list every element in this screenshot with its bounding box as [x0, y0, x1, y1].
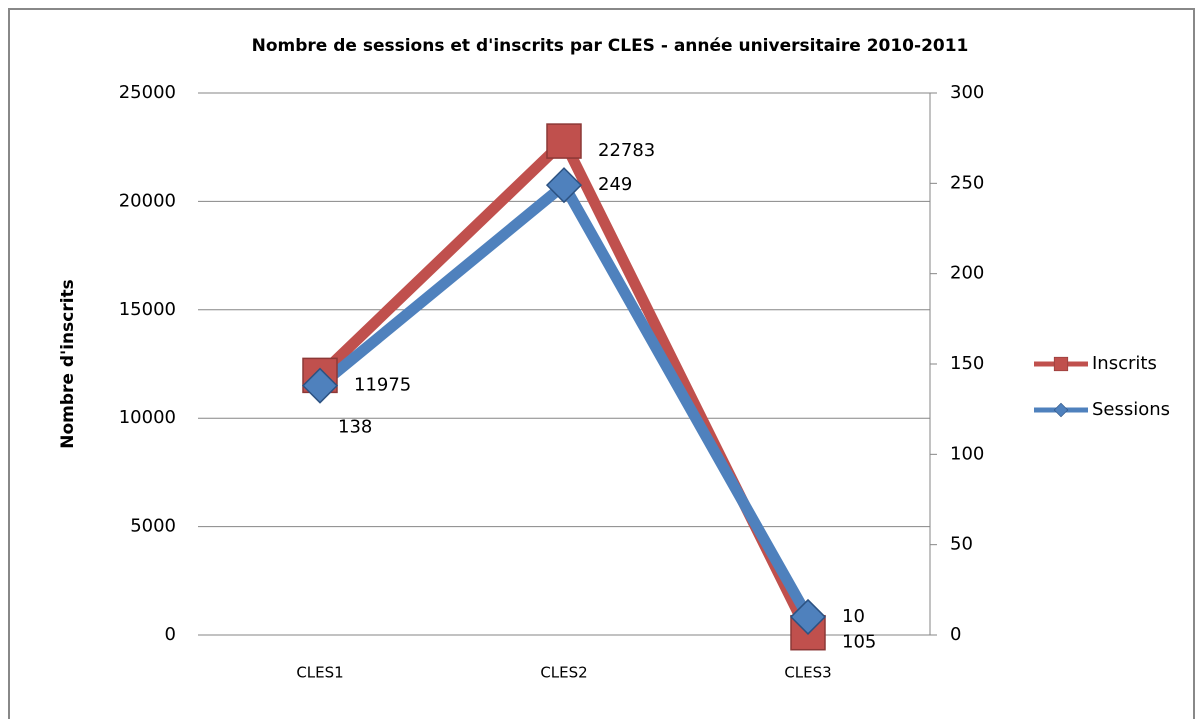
data-label: 10: [842, 606, 865, 627]
data-label: 105: [842, 632, 876, 653]
data-label: 249: [598, 174, 632, 195]
x-tick-label: CLES1: [296, 664, 343, 682]
marker: [545, 167, 583, 204]
y2-tick-label: 0: [950, 624, 961, 645]
legend-label: Inscrits: [1092, 353, 1157, 374]
y2-tick-label: 100: [950, 443, 984, 464]
marker: [546, 123, 582, 159]
y-tick-label: 5000: [130, 516, 176, 537]
chart-frame: [8, 8, 1195, 719]
y-tick-label: 25000: [119, 82, 176, 103]
y-tick-label: 10000: [119, 407, 176, 428]
y2-tick-label: 300: [950, 82, 984, 103]
y-tick-label: 0: [165, 624, 176, 645]
x-tick-label: CLES2: [540, 664, 587, 682]
x-tick-label: CLES3: [784, 664, 831, 682]
y2-tick-label: 50: [950, 534, 973, 555]
data-label: 22783: [598, 140, 655, 161]
y2-tick-label: 200: [950, 263, 984, 284]
marker: [789, 598, 827, 635]
data-label: 11975: [354, 374, 411, 395]
marker: [301, 367, 339, 404]
y2-tick-label: 150: [950, 353, 984, 374]
y-tick-label: 20000: [119, 190, 176, 211]
legend-marker: [1053, 402, 1069, 418]
legend-marker: [1053, 356, 1069, 372]
y-tick-label: 15000: [119, 299, 176, 320]
data-label: 138: [338, 417, 372, 438]
legend-label: Sessions: [1092, 399, 1170, 420]
y-axis-label: Nombre d'inscrits: [58, 279, 78, 449]
y2-tick-label: 250: [950, 172, 984, 193]
chart-title: Nombre de sessions et d'inscrits par CLE…: [252, 36, 969, 56]
